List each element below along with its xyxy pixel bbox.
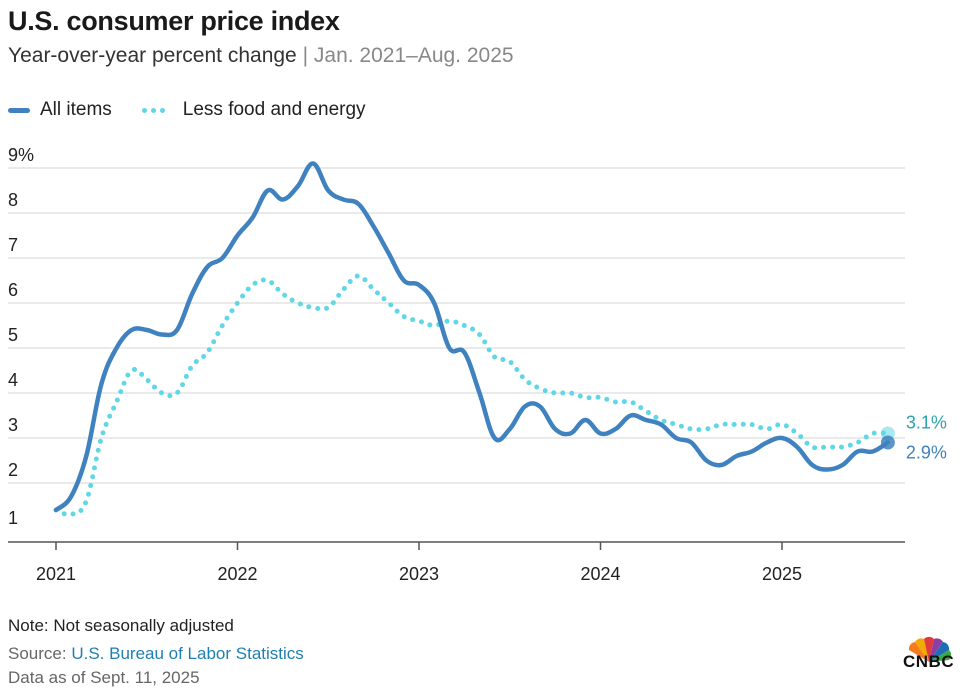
legend-item-all-items: All items: [8, 99, 112, 121]
source-line: Source: U.S. Bureau of Labor Statistics: [8, 644, 304, 664]
source-prefix: Source:: [8, 644, 67, 663]
cnbc-wordmark: CNBC: [903, 652, 955, 671]
subtitle-main: Year-over-year percent change: [8, 44, 297, 67]
y-tick-label: 4: [8, 370, 18, 390]
legend-label-core: Less food and energy: [182, 99, 366, 120]
source-link[interactable]: U.S. Bureau of Labor Statistics: [71, 644, 304, 663]
chart-title: U.S. consumer price index: [8, 6, 340, 36]
end-label-all-items: 2.9%: [906, 443, 947, 463]
chart-legend: All items Less food and energy: [8, 99, 396, 121]
x-tick-label: 2023: [399, 564, 439, 584]
footnote: Note: Not seasonally adjusted: [8, 616, 234, 635]
data-as-of: Data as of Sept. 11, 2025: [8, 668, 200, 687]
legend-solid-line-swatch: [8, 107, 30, 113]
y-tick-label: 1: [8, 508, 18, 528]
end-label-less-food-and-energy: 3.1%: [906, 413, 947, 433]
y-tick-label: 8: [8, 190, 18, 210]
cpi-line-chart: 1 2 3 4 5 6 7 8 9% 2021 2022 2023 2024 2025 3.1% 2.9%: [8, 145, 947, 584]
end-marker-all-items: [880, 435, 895, 450]
x-tick-label: 2024: [580, 564, 620, 584]
peacock-logo-icon: [908, 636, 952, 662]
subtitle-separator: |: [302, 44, 309, 67]
y-tick-label: 7: [8, 235, 18, 255]
series-line-less-food-and-energy: [53, 273, 891, 518]
y-tick-label: 3: [8, 415, 18, 435]
legend-label-all-items: All items: [40, 99, 112, 120]
y-tick-label: 5: [8, 325, 18, 345]
x-tick-label: 2025: [762, 564, 802, 584]
y-tick-label: 9%: [8, 145, 34, 165]
legend-dotted-line-swatch: [141, 107, 169, 113]
x-tick-label: 2021: [36, 564, 76, 584]
series-line-all-items: [53, 161, 891, 513]
y-tick-label: 6: [8, 280, 18, 300]
x-tick-label: 2022: [217, 564, 257, 584]
legend-item-core: Less food and energy: [141, 99, 366, 121]
y-tick-label: 2: [8, 460, 18, 480]
chart-subtitle: Year-over-year percent change | Jan. 202…: [8, 44, 514, 68]
subtitle-date-range: Jan. 2021–Aug. 2025: [313, 44, 514, 67]
